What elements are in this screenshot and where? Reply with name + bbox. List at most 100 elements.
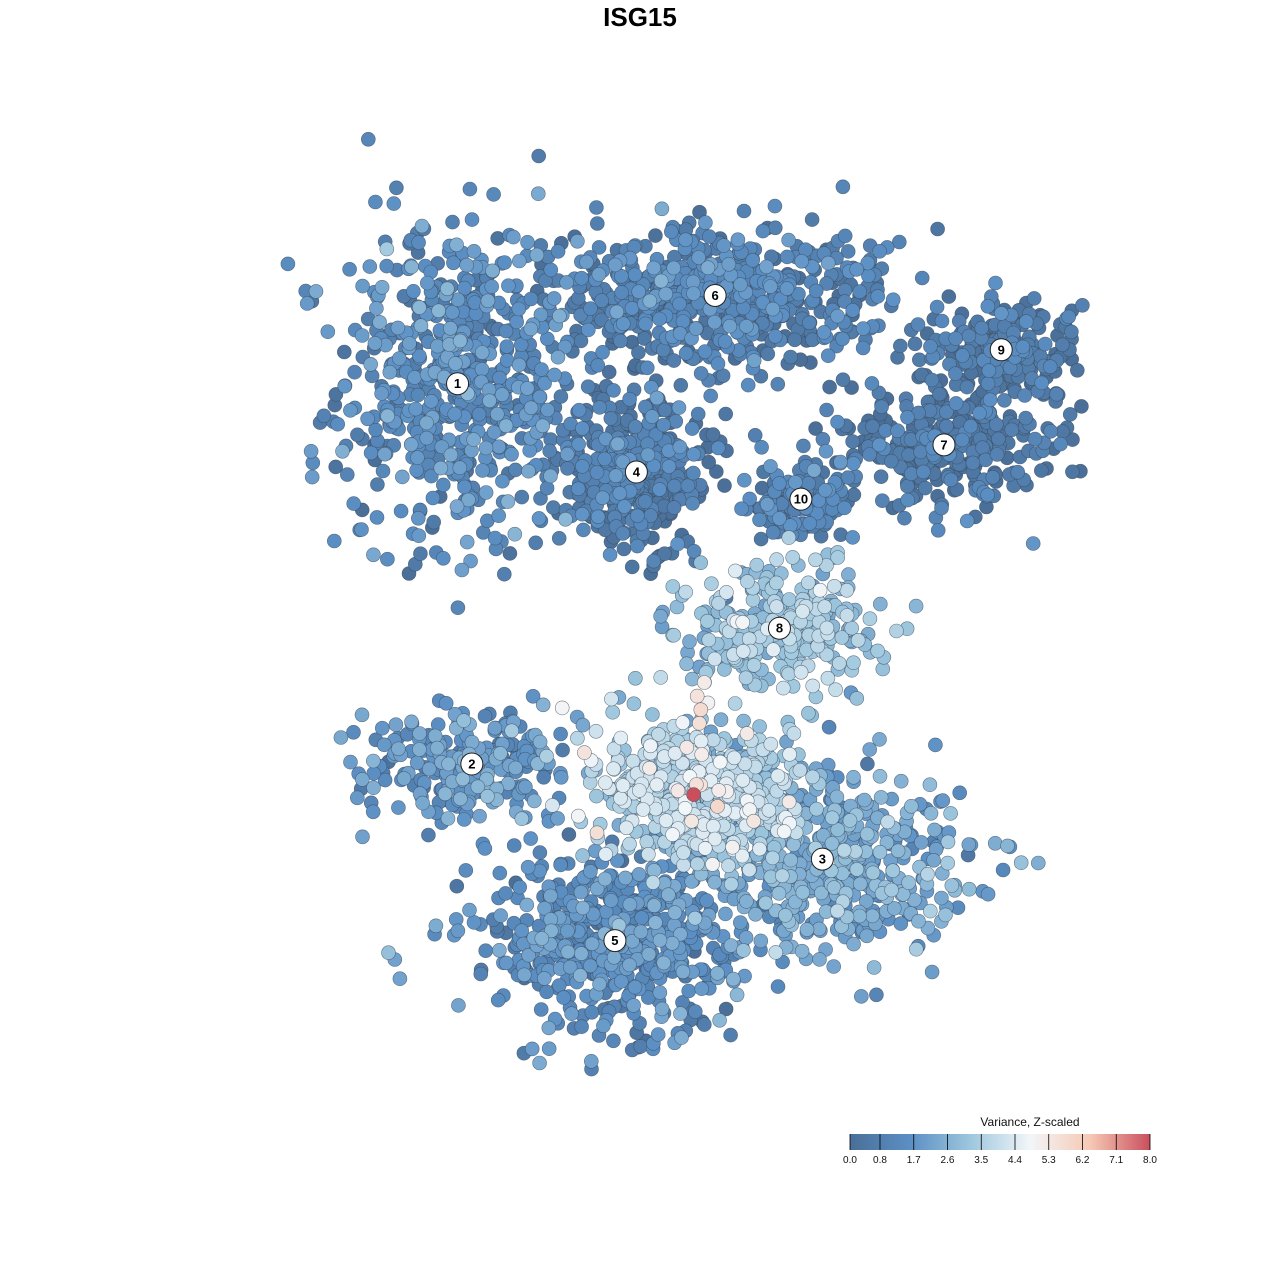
data-point [804,212,820,227]
data-point [833,527,849,543]
data-point [675,715,691,730]
data-point [570,481,586,497]
data-point [987,835,1003,851]
data-point [767,198,783,214]
cluster-label-text: 6 [711,288,718,303]
data-point [595,490,610,506]
data-point [704,576,719,592]
data-point [769,599,784,615]
data-point [944,878,960,893]
data-point [377,446,393,462]
data-point [980,376,996,391]
data-point [550,244,566,259]
data-point [739,726,755,741]
data-point [997,393,1012,408]
data-point [652,311,667,327]
data-point [980,487,995,503]
data-point [519,381,535,396]
data-point [652,932,668,948]
data-point [511,253,527,269]
data-point [654,201,670,217]
data-point [558,511,573,527]
colorbar-tick-label: 4.4 [1008,1155,1022,1166]
data-point [853,989,869,1004]
data-point [830,308,845,324]
data-point [648,915,663,930]
data-point [646,553,662,569]
data-point [489,406,505,422]
data-point [556,990,571,1005]
data-point [519,897,535,913]
data-point [514,923,530,939]
data-point [985,469,1001,485]
data-point [922,777,938,793]
data-point [1043,423,1058,439]
data-point [914,270,930,286]
cluster-label-9: 9 [989,338,1013,362]
data-point [595,344,610,360]
data-point [1018,410,1033,426]
data-point [636,331,652,346]
data-point [658,813,674,828]
data-point [471,406,487,422]
data-point [553,726,568,742]
data-point [948,366,963,382]
data-point [545,500,561,515]
data-point [553,389,569,404]
data-point [701,632,717,648]
data-point [645,875,661,890]
data-point [570,808,586,824]
data-point [407,370,422,385]
data-point [392,971,408,987]
data-point [622,957,637,973]
cluster-label-6: 6 [703,283,727,307]
data-point [427,728,443,744]
data-point [504,446,519,462]
data-point [404,714,419,730]
data-point [554,700,570,716]
data-point [903,798,919,814]
data-point [573,946,589,961]
cluster-label-text: 1 [454,376,461,391]
data-point [1034,463,1049,478]
cluster-label-5: 5 [603,929,627,953]
data-point [700,613,715,629]
data-point [584,936,600,952]
data-point [511,357,527,373]
data-point [493,908,509,923]
data-point [829,789,845,805]
data-point [711,783,727,798]
data-point [831,656,847,671]
data-point [811,921,827,937]
data-point [781,530,797,545]
data-point [741,862,757,878]
data-point [693,555,709,571]
data-point [575,848,590,863]
data-point [727,696,743,711]
data-point [561,827,577,842]
data-point [462,902,477,918]
data-point [759,497,775,512]
data-point [466,432,481,447]
data-point [546,291,562,306]
data-point [450,600,466,616]
data-point [447,406,463,422]
data-point [412,742,427,757]
data-point [299,296,315,311]
data-point [413,318,429,334]
data-point [749,557,765,573]
cluster-label-text: 10 [794,492,808,507]
data-point [346,496,362,511]
data-point [830,903,845,919]
data-point [402,336,417,351]
data-point [494,387,510,402]
data-point [824,836,840,851]
data-point [642,293,658,309]
data-point [355,829,370,845]
data-point [736,472,752,488]
data-point [346,724,361,740]
data-point [396,771,412,786]
data-point [541,1041,557,1056]
data-point [928,737,943,753]
data-point [752,841,767,857]
